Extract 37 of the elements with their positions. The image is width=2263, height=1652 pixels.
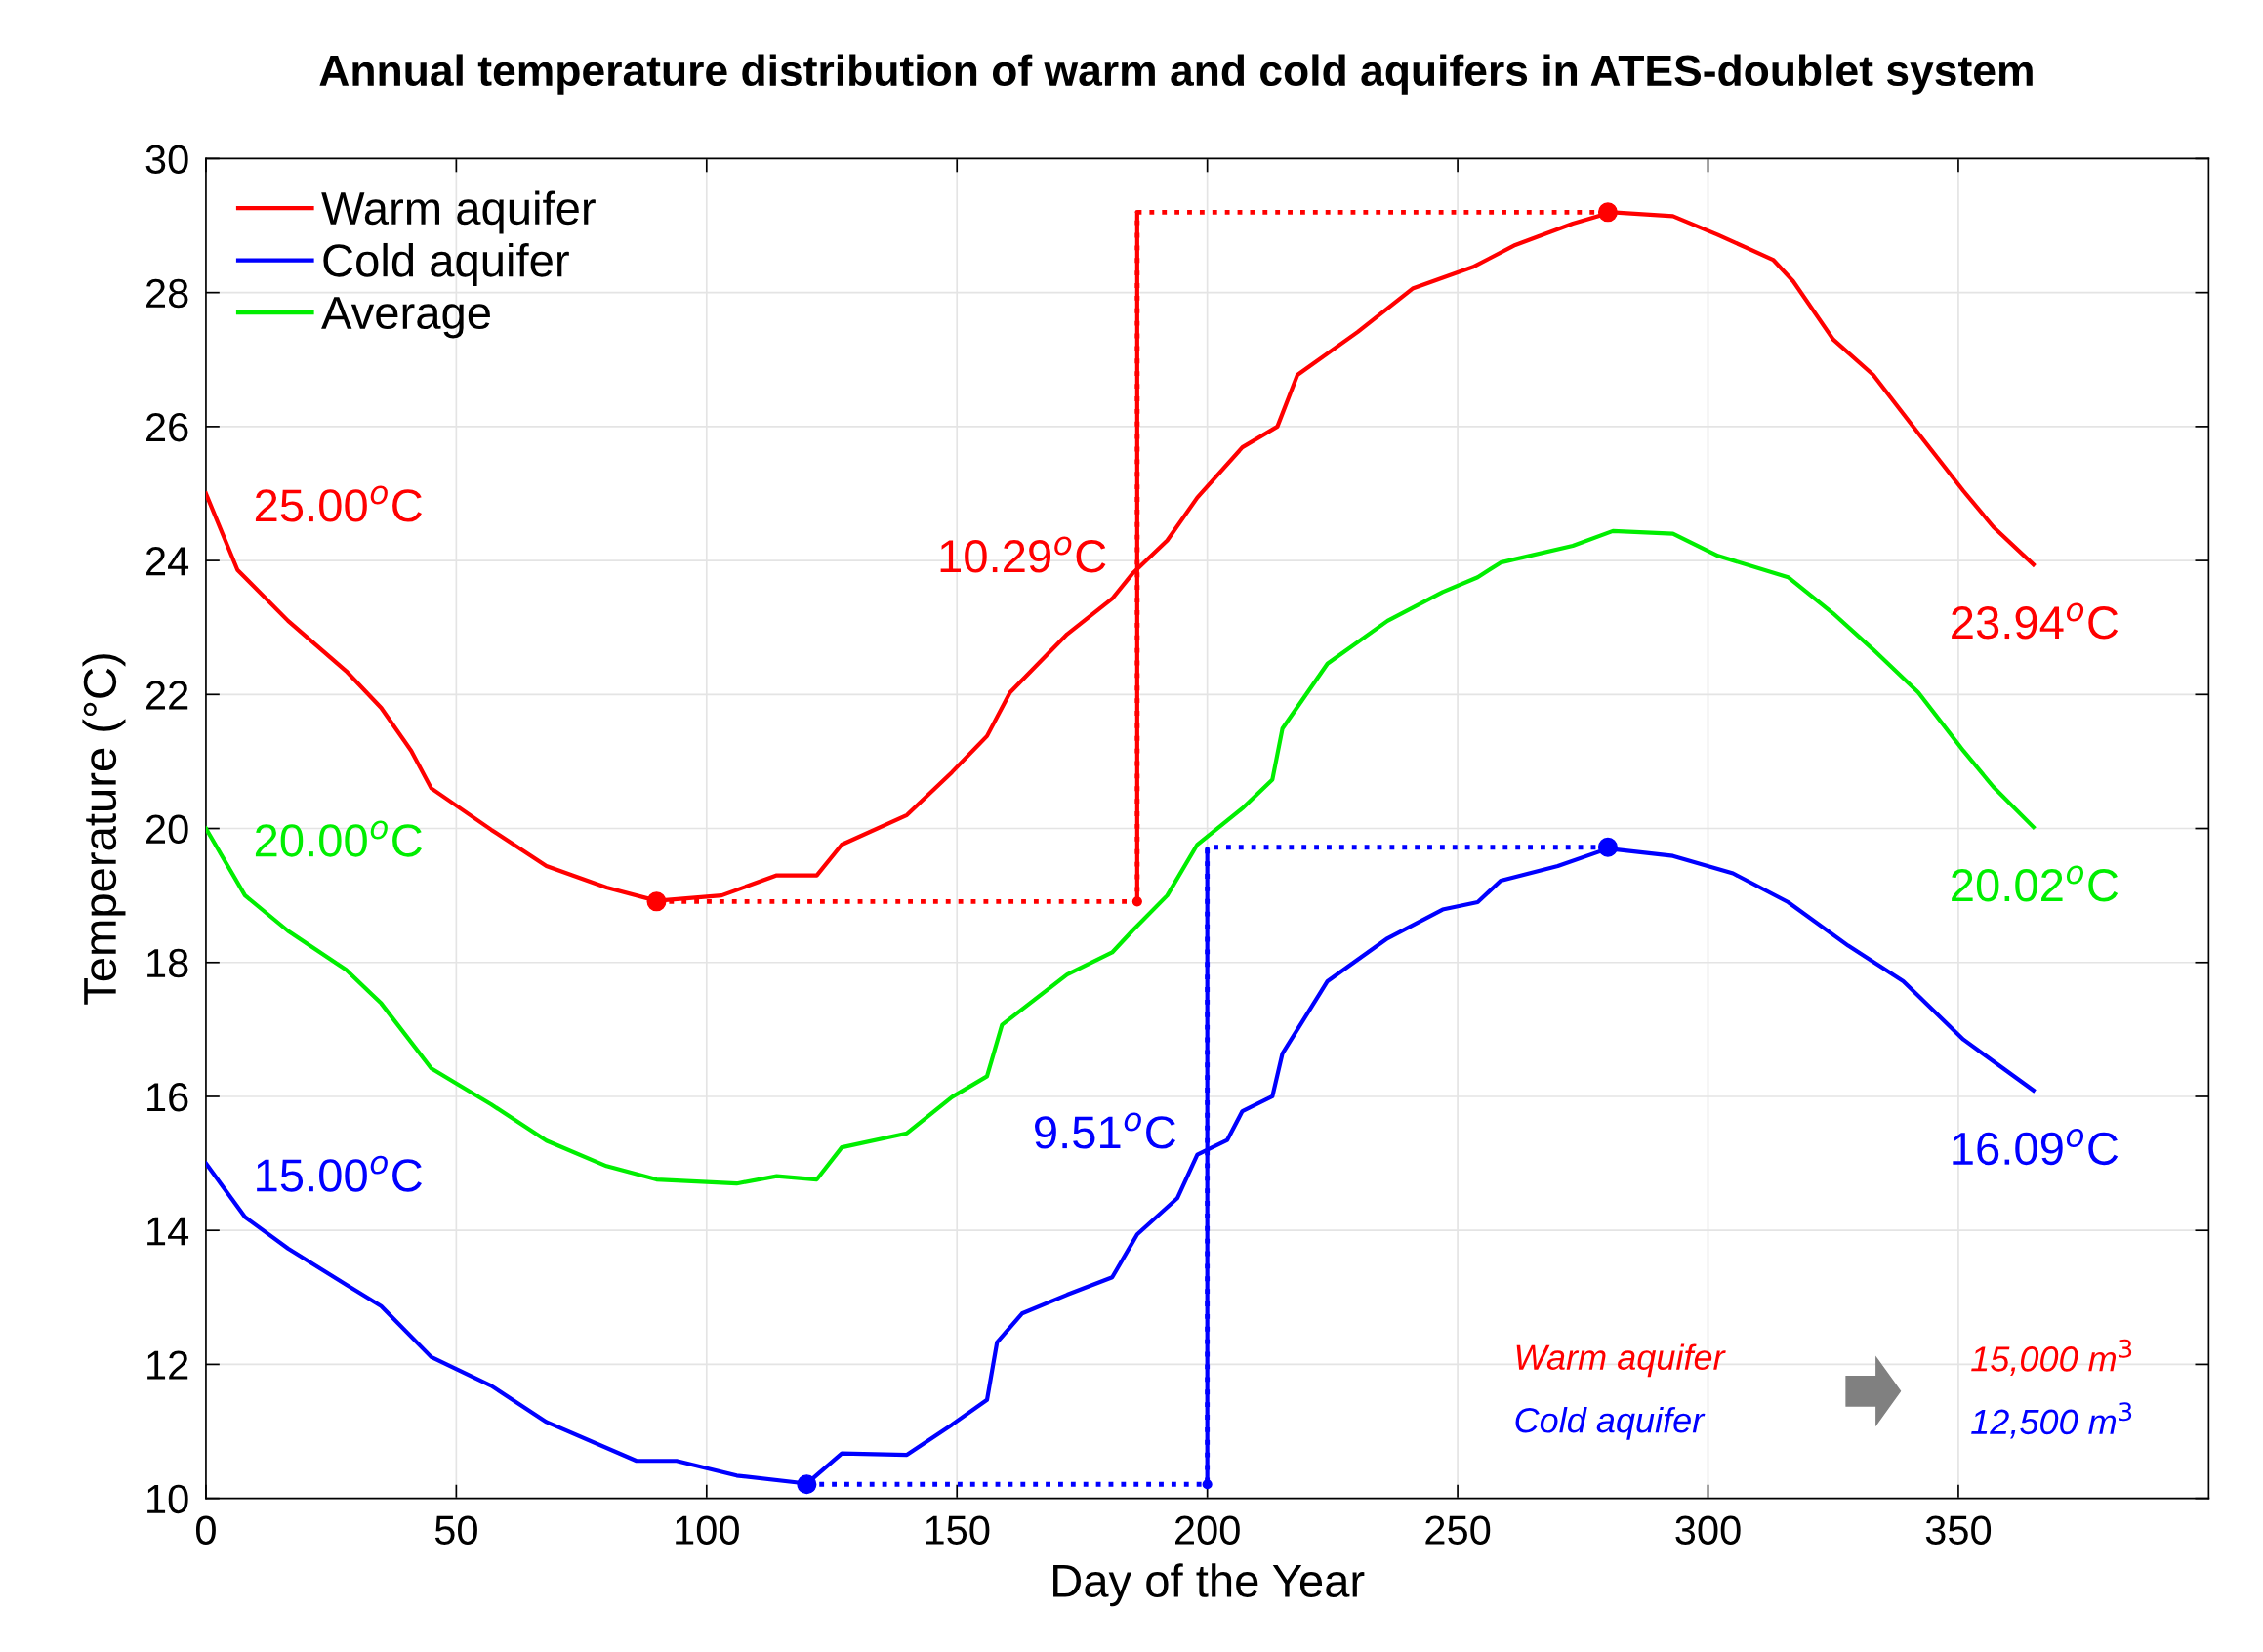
annotation: 9.51$^{o}$C bbox=[1035, 1112, 1175, 1149]
x-axis-title: Day of the Year bbox=[1053, 1563, 1365, 1607]
annotation: Cold aquifer bbox=[1515, 1406, 1706, 1440]
x-tick-label: 50 bbox=[434, 1515, 477, 1545]
annotation: Warm aquifer bbox=[1516, 1343, 1726, 1378]
y-tick-label: 30 bbox=[145, 145, 188, 174]
data-label: 20.00$^{o}$C bbox=[255, 820, 422, 857]
data-label: 15.00$^{o}$C bbox=[257, 1155, 422, 1192]
x-tick-label: 350 bbox=[1925, 1515, 1992, 1545]
y-tick-label: 16 bbox=[147, 1082, 188, 1112]
y-tick-label: 14 bbox=[147, 1217, 189, 1246]
data-label: 25.00$^{o}$C bbox=[255, 485, 422, 522]
legend-label: Warm aquifer bbox=[321, 190, 596, 234]
y-tick-label: 12 bbox=[147, 1350, 188, 1380]
chart-title: Annual temperature distribution of warm and cold aquifers in ATES-doublet system bbox=[319, 54, 2033, 95]
x-tick-label: 150 bbox=[926, 1515, 990, 1545]
data-label: 20.02$^{o}$C bbox=[1952, 865, 2119, 902]
annotation: 15,000 m$^{3}$ bbox=[1971, 1339, 2132, 1376]
x-tick-label: 250 bbox=[1425, 1515, 1491, 1545]
y-tick-label: 20 bbox=[146, 814, 188, 845]
y-tick-label: 10 bbox=[147, 1484, 188, 1514]
x-tick-label: 300 bbox=[1675, 1515, 1741, 1545]
data-label: 16.09$^{o}$C bbox=[1953, 1129, 2119, 1166]
legend-label: Cold aquifer bbox=[323, 242, 569, 286]
y-tick-label: 28 bbox=[146, 278, 188, 309]
x-tick-label: 200 bbox=[1174, 1515, 1240, 1545]
y-tick-label: 18 bbox=[147, 948, 188, 978]
annotation: 10.29$^{o}$C bbox=[940, 536, 1106, 573]
legend-label: Average bbox=[321, 297, 490, 339]
x-tick-label: 0 bbox=[195, 1515, 216, 1545]
y-axis-title: Temperature (°C) bbox=[82, 654, 126, 1005]
x-tick-label: 100 bbox=[676, 1515, 739, 1545]
data-label: 23.94$^{o}$C bbox=[1952, 602, 2119, 640]
y-tick-label: 26 bbox=[146, 412, 188, 442]
annotation: 12,500 m$^{3}$ bbox=[1971, 1402, 2132, 1439]
y-tick-label: 24 bbox=[146, 547, 189, 576]
y-tick-label: 22 bbox=[146, 681, 188, 710]
